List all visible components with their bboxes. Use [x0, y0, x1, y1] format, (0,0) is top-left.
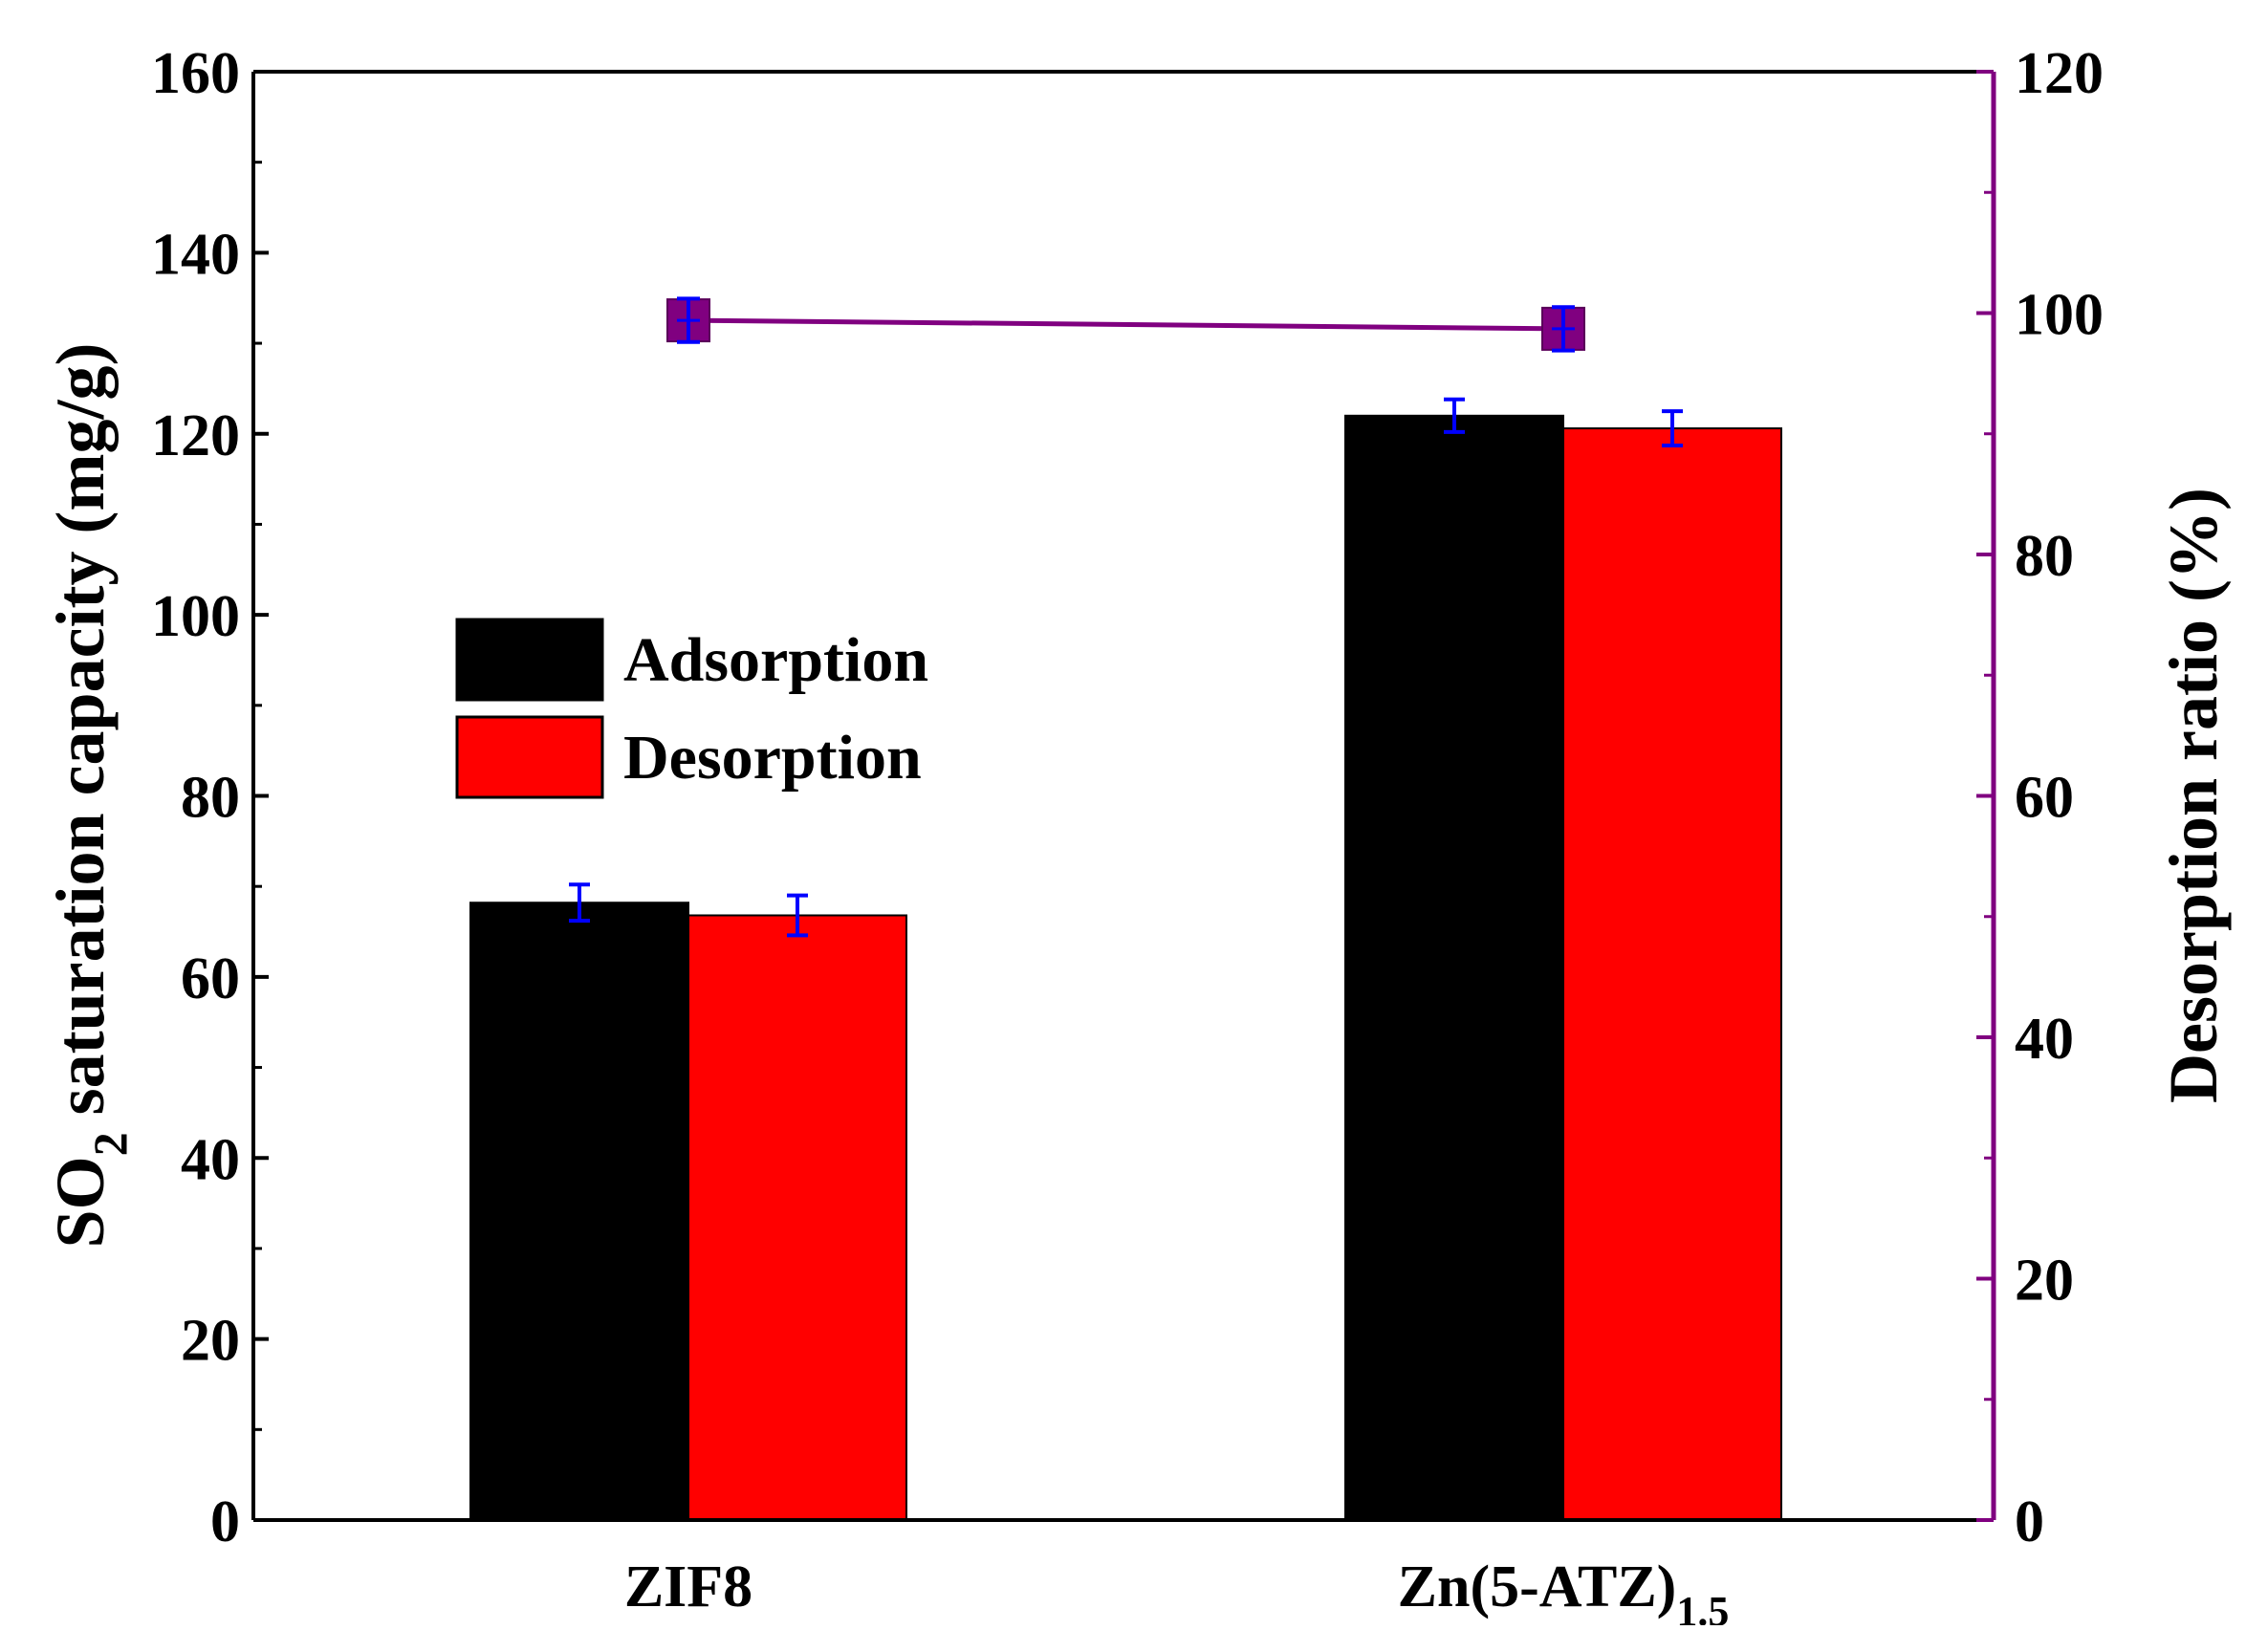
left-tick-label: 100: [151, 584, 240, 649]
left-tick-label: 140: [151, 222, 240, 287]
right-tick-label: 0: [2015, 1489, 2044, 1554]
legend-label-desorption: Desorption: [623, 723, 922, 793]
y-axis-left-label-part: SO: [42, 1156, 119, 1248]
right-tick-label: 80: [2015, 524, 2074, 589]
left-tick-label: 20: [181, 1309, 240, 1374]
left-tick-label: 0: [210, 1489, 240, 1554]
x-category-text: ZIF8: [624, 1554, 752, 1619]
legend-swatch-desorption: [455, 715, 604, 799]
x-category-subscript: 1.5: [1676, 1588, 1729, 1625]
left-tick-label: 40: [181, 1127, 240, 1192]
right-tick-label: 40: [2015, 1007, 2074, 1072]
y-axis-left-label-part: saturation capacity (mg/g): [42, 343, 119, 1133]
legend-label-adsorption: Adsorption: [623, 625, 928, 695]
axis-labels-layer: SO2 saturation capacity (mg/g) Desorption…: [42, 343, 2232, 1249]
y-axis-left-label: SO2 saturation capacity (mg/g): [42, 343, 137, 1249]
legend-swatch-adsorption: [455, 618, 604, 702]
bars-layer: [469, 414, 1782, 1522]
left-tick-label: 160: [151, 41, 240, 106]
left-tick-label: 80: [181, 766, 240, 831]
bar-desorption-0: [687, 914, 907, 1521]
right-tick-label: 60: [2015, 766, 2074, 831]
left-tick-label: 120: [151, 403, 240, 468]
y-axis-left-label-subscript: 2: [83, 1132, 137, 1156]
y-axis-right-label: Desorption ratio (%): [2155, 488, 2232, 1103]
x-category-text: Zn(5-ATZ): [1398, 1554, 1677, 1619]
x-category-label: Zn(5-ATZ)1.5: [1398, 1554, 1730, 1625]
axes-layer: 0 20 40 60 80 100 120 140 160 0 20 40 60 80 100 120 ZIF8…: [151, 41, 2104, 1630]
bar-adsorption-0: [469, 902, 689, 1521]
left-tick-label: 60: [181, 946, 240, 1011]
legend: Adsorption Desorption: [455, 618, 928, 799]
desorption-ratio-layer: [666, 296, 1585, 353]
right-tick-label: 20: [2015, 1249, 2074, 1314]
bar-desorption-1: [1562, 427, 1782, 1522]
x-category-label: ZIF8: [624, 1554, 752, 1619]
error-bars-layer: [569, 397, 1683, 938]
bar-adsorption-1: [1344, 414, 1564, 1521]
right-tick-label: 120: [2015, 41, 2104, 106]
right-tick-label: 100: [2015, 283, 2104, 348]
desorption-ratio-line: [687, 317, 1564, 332]
